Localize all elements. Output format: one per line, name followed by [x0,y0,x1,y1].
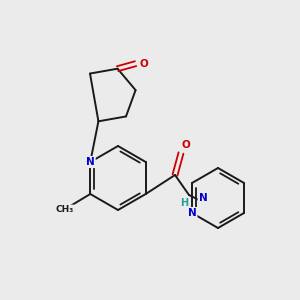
Text: N: N [86,157,95,167]
Text: N: N [199,193,207,203]
Text: H: H [180,198,188,208]
Text: O: O [139,59,148,69]
Text: CH₃: CH₃ [55,206,74,214]
Text: N: N [188,208,196,218]
Text: O: O [182,140,190,150]
